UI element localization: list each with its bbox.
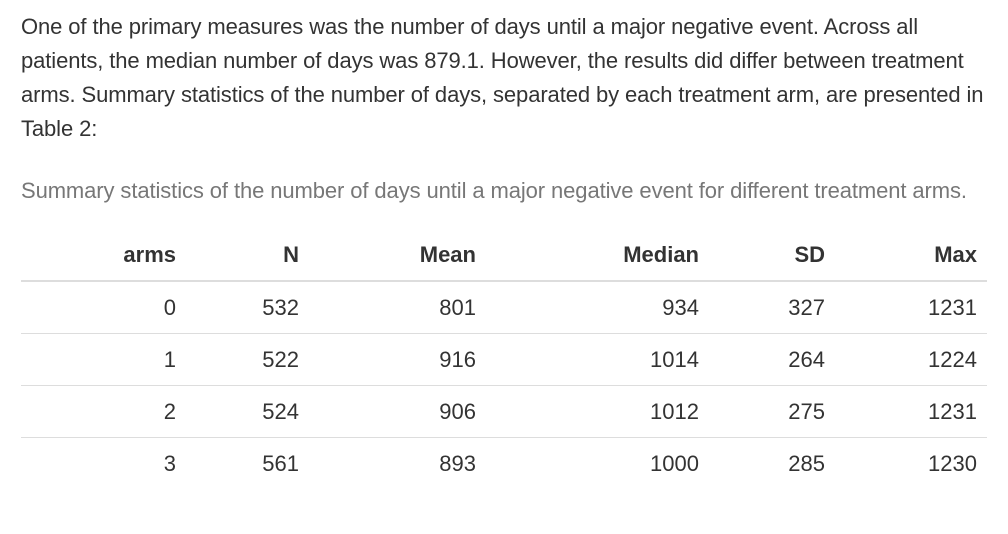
cell-sd: 327 (788, 294, 825, 320)
cell-arms: 3 (21, 437, 186, 489)
cell-n: 524 (186, 385, 309, 438)
table-row: 2 524 906 1012 275 1231 (21, 385, 987, 438)
cell-max: 1230 (835, 437, 987, 489)
cell-sd: 275 (709, 385, 835, 438)
cell-n: 532 (262, 294, 299, 320)
cell-sd: 285 (709, 437, 835, 489)
cell-median: 1014 (486, 333, 709, 386)
cell-median: 1000 (486, 437, 709, 489)
header-max: Max (835, 230, 987, 282)
table-caption: Summary statistics of the number of days… (21, 178, 967, 203)
cell-arms: 1 (21, 333, 186, 386)
cell-max: 1224 (835, 333, 987, 386)
cell-arms: 2 (21, 385, 186, 438)
cell-max: 1231 (835, 385, 987, 438)
summary-statistics-table: arms N Mean Median SD Max 0 532 801 934 … (21, 230, 987, 489)
intro-paragraph: One of the primary measures was the numb… (21, 14, 984, 141)
cell-max: 1231 (928, 294, 977, 320)
cell-median: 1012 (486, 385, 709, 438)
table-row: 0 532 801 934 327 1231 (21, 281, 987, 334)
document-body: One of the primary measures was the numb… (21, 10, 996, 489)
header-mean: Mean (309, 230, 486, 282)
cell-mean: 801 (439, 294, 476, 320)
header-arms: arms (21, 230, 186, 282)
cell-median: 934 (662, 294, 699, 320)
table-header-row: arms N Mean Median SD Max (21, 230, 987, 282)
cell-sd: 264 (709, 333, 835, 386)
cell-n: 561 (186, 437, 309, 489)
cell-arms: 0 (163, 294, 176, 320)
cell-mean: 916 (309, 333, 486, 386)
cell-mean: 893 (309, 437, 486, 489)
cell-mean: 906 (309, 385, 486, 438)
table-row: 1 522 916 1014 264 1224 (21, 333, 987, 386)
header-median: Median (486, 230, 709, 282)
cell-n: 522 (186, 333, 309, 386)
header-sd: SD (709, 230, 835, 282)
table-row: 3 561 893 1000 285 1230 (21, 437, 987, 489)
header-n: N (186, 230, 309, 282)
